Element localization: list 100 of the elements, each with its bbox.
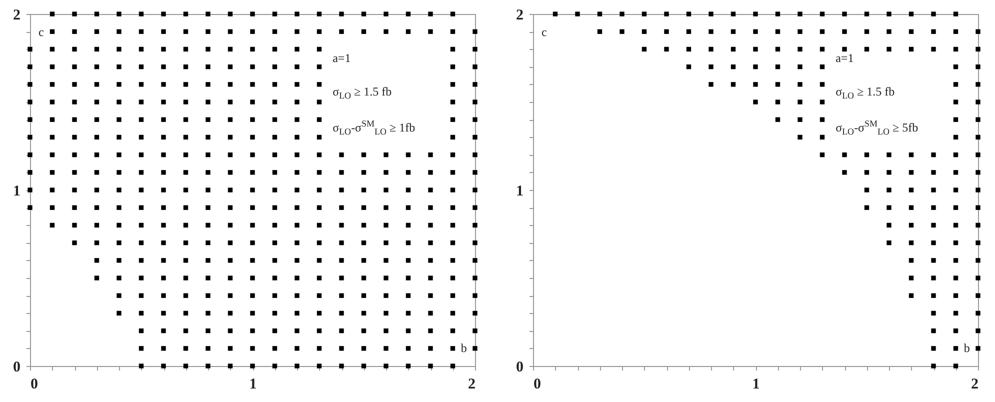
point xyxy=(450,346,456,351)
point xyxy=(908,293,914,298)
point xyxy=(886,170,892,175)
point xyxy=(798,82,802,87)
point xyxy=(250,222,255,228)
point xyxy=(316,205,322,210)
point xyxy=(116,188,122,192)
point xyxy=(94,100,100,104)
point xyxy=(272,170,278,175)
point xyxy=(228,328,233,334)
point xyxy=(116,205,122,210)
point xyxy=(183,188,188,192)
point xyxy=(339,170,344,175)
point xyxy=(953,82,958,87)
point xyxy=(94,134,100,140)
point xyxy=(864,188,870,192)
point xyxy=(272,258,278,263)
point xyxy=(94,12,100,16)
point xyxy=(161,293,166,298)
x-tick-label: 1 xyxy=(249,376,257,392)
point xyxy=(272,240,278,246)
point xyxy=(161,276,166,280)
point xyxy=(931,46,936,52)
point xyxy=(116,258,122,263)
point xyxy=(472,258,478,263)
point xyxy=(72,188,77,192)
point xyxy=(206,117,210,122)
point xyxy=(798,64,802,70)
point xyxy=(183,258,188,263)
point xyxy=(931,276,936,280)
point xyxy=(820,134,825,140)
point xyxy=(206,205,210,210)
point xyxy=(161,152,166,158)
point xyxy=(28,134,32,140)
point xyxy=(161,240,166,246)
point xyxy=(450,328,456,334)
point xyxy=(406,310,411,316)
point xyxy=(316,346,322,351)
annotation: a=1 xyxy=(332,51,351,65)
point xyxy=(976,346,980,351)
point xyxy=(428,276,433,280)
point xyxy=(976,46,980,52)
point xyxy=(361,240,366,246)
point xyxy=(228,188,233,192)
point xyxy=(931,12,936,16)
point xyxy=(450,134,456,140)
point xyxy=(361,188,366,192)
point xyxy=(272,64,278,70)
point xyxy=(294,258,300,263)
point xyxy=(250,100,255,104)
point xyxy=(294,29,300,34)
point xyxy=(28,188,32,192)
point xyxy=(931,29,936,34)
point xyxy=(250,82,255,87)
point xyxy=(406,222,411,228)
point xyxy=(953,258,958,263)
point xyxy=(138,258,144,263)
point xyxy=(450,100,456,104)
point xyxy=(361,346,366,351)
point xyxy=(428,258,433,263)
point xyxy=(294,152,300,158)
point xyxy=(183,152,188,158)
point xyxy=(908,222,914,228)
point xyxy=(886,205,892,210)
point xyxy=(428,29,433,34)
y-tick-label: 2 xyxy=(13,8,20,24)
point xyxy=(138,346,144,351)
point xyxy=(384,188,388,192)
point xyxy=(406,152,411,158)
point xyxy=(138,134,144,140)
point xyxy=(976,276,980,280)
point xyxy=(406,29,411,34)
point xyxy=(886,222,892,228)
point xyxy=(753,12,758,16)
annotation: a=1 xyxy=(836,51,854,65)
point xyxy=(931,222,936,228)
point xyxy=(686,12,692,16)
point xyxy=(294,188,300,192)
point xyxy=(250,205,255,210)
point xyxy=(294,205,300,210)
point xyxy=(953,364,958,368)
point xyxy=(361,29,366,34)
point xyxy=(450,46,456,52)
x-tick-label: 1 xyxy=(752,376,760,392)
point xyxy=(94,64,100,70)
point xyxy=(708,12,714,16)
point xyxy=(183,170,188,175)
point xyxy=(339,205,344,210)
point xyxy=(228,364,233,368)
point xyxy=(206,100,210,104)
point xyxy=(472,276,478,280)
point xyxy=(294,364,300,368)
point xyxy=(94,29,100,34)
point xyxy=(272,364,278,368)
point xyxy=(908,258,914,263)
point xyxy=(138,82,144,87)
point xyxy=(116,222,122,228)
point xyxy=(50,170,55,175)
point xyxy=(931,240,936,246)
point xyxy=(206,12,210,16)
